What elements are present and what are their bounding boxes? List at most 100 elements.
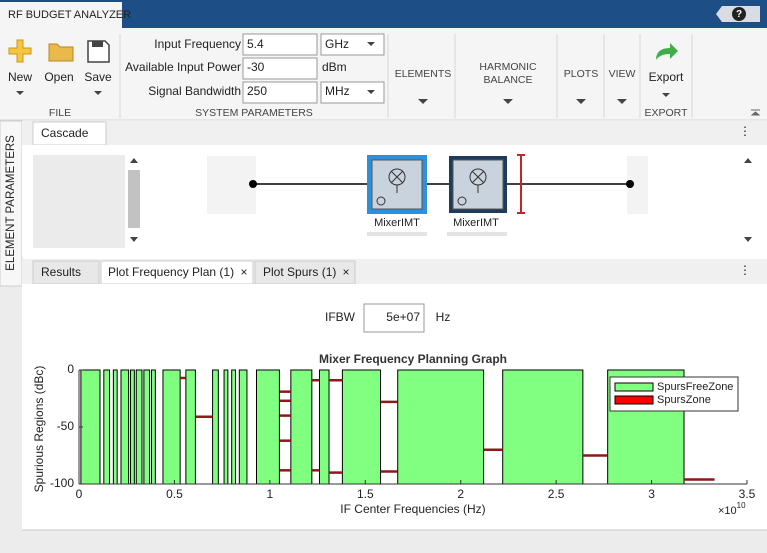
- spur-free-zone: [318, 369, 330, 485]
- spur-free-zone: [185, 369, 196, 485]
- dropdown-arrow[interactable]: [617, 99, 627, 104]
- multiplier-exponent: 10: [737, 501, 746, 510]
- mixer-symbol: [376, 196, 386, 206]
- ifbw-label: IFBW: [325, 310, 356, 324]
- spur-free-zone: [112, 369, 118, 485]
- mixer-symbol: [471, 170, 485, 193]
- scrollbar[interactable]: [128, 170, 140, 228]
- dropdown[interactable]: [320, 33, 385, 56]
- spur-free-zone: [212, 369, 219, 485]
- x-axis-label: IF Center Frequencies (Hz): [340, 502, 485, 516]
- legend-box: [609, 376, 739, 412]
- spur-free-zone: [162, 369, 181, 485]
- ifbw-input[interactable]: [363, 303, 425, 333]
- x-tick-label: 2.5: [548, 487, 565, 501]
- spur-free-zone: [103, 369, 111, 485]
- input-value: 250: [247, 84, 267, 98]
- export-icon: [656, 43, 678, 60]
- dropdown-arrow[interactable]: [503, 99, 513, 104]
- dropdown-arrow[interactable]: [16, 91, 24, 95]
- help-icon: ?: [736, 9, 742, 20]
- x-multiplier: ×1010: [718, 501, 746, 517]
- legend-label: SpursZone: [657, 394, 711, 406]
- y-tick-label: -100: [50, 476, 74, 490]
- ifbw-value: 5e+07: [386, 310, 420, 324]
- save-button[interactable]: Save: [84, 70, 112, 84]
- spur-free-zone: [223, 369, 229, 485]
- export-button[interactable]: Export: [649, 70, 684, 84]
- harmonic-balance-button[interactable]: HARMONIC: [479, 61, 537, 73]
- node: [626, 180, 634, 188]
- x-tick-label: 0: [76, 487, 83, 501]
- dropdown-arrow: [367, 90, 375, 94]
- spur-free-zone: [130, 369, 135, 485]
- input-value: 5.4: [247, 37, 264, 51]
- placeholder: [447, 232, 507, 236]
- mixer-symbol: [457, 196, 467, 206]
- menu-dots[interactable]: ⋮: [739, 124, 751, 138]
- elements-button[interactable]: ELEMENTS: [395, 68, 452, 80]
- spur-free-zone: [231, 369, 237, 485]
- unit: GHz: [325, 37, 349, 51]
- dropdown-arrow[interactable]: [662, 93, 670, 97]
- dropdown-arrow: [367, 42, 375, 46]
- element-preview: [33, 155, 125, 248]
- chart-title: Mixer Frequency Planning Graph: [319, 352, 507, 366]
- view-button[interactable]: VIEW: [609, 68, 636, 80]
- unit: MHz: [325, 84, 350, 98]
- collapse-button[interactable]: [750, 109, 761, 116]
- section-label: SYSTEM PARAMETERS: [195, 107, 313, 119]
- legend-swatch: [614, 395, 654, 405]
- spur-free-zone: [341, 369, 382, 485]
- save-icon-part: [92, 41, 103, 47]
- text-input[interactable]: [242, 33, 318, 56]
- node: [249, 180, 257, 188]
- dropdown-arrow[interactable]: [418, 99, 428, 104]
- mixer-symbol: [390, 170, 404, 193]
- x-tick-label: 2: [457, 487, 464, 501]
- input-port: [207, 156, 256, 214]
- spur-free-zone: [135, 369, 143, 485]
- app-tab[interactable]: [0, 2, 122, 28]
- spur-free-zone: [397, 369, 485, 485]
- tab-label: Cascade: [41, 126, 89, 140]
- tab-close[interactable]: ×: [342, 265, 349, 279]
- x-tick-label: 1: [267, 487, 274, 501]
- new-button[interactable]: New: [8, 70, 32, 84]
- text-input[interactable]: [242, 57, 318, 80]
- tab-close[interactable]: ×: [240, 265, 247, 279]
- element-label: MixerIMT: [374, 217, 420, 229]
- spur-free-zone: [120, 369, 130, 485]
- x-tick-label: 1.5: [357, 487, 374, 501]
- dropdown[interactable]: [320, 81, 385, 104]
- plots-button[interactable]: PLOTS: [564, 68, 598, 80]
- spur-free-zone: [80, 369, 101, 485]
- y-tick-label: 0: [67, 362, 74, 376]
- harmonic-balance-button[interactable]: BALANCE: [483, 74, 532, 86]
- section-label: FILE: [49, 107, 71, 119]
- dropdown-arrow[interactable]: [576, 99, 586, 104]
- tab-label: Plot Frequency Plan (1): [108, 265, 234, 279]
- chart: Mixer Frequency Planning Graph Spurious …: [32, 352, 755, 517]
- placeholder: [367, 232, 427, 236]
- element-label: MixerIMT: [453, 217, 499, 229]
- ifbw-unit: Hz: [436, 310, 451, 324]
- legend-swatch: [614, 382, 654, 392]
- open-button[interactable]: Open: [44, 70, 73, 84]
- dropdown-arrow[interactable]: [94, 91, 102, 95]
- spur-free-zone: [143, 369, 151, 485]
- x-tick-label: 3: [648, 487, 655, 501]
- help-button[interactable]: [732, 7, 746, 21]
- input-value: -30: [247, 60, 265, 74]
- tab-label: Plot Spurs (1): [263, 265, 336, 279]
- spur-free-zone: [255, 369, 280, 485]
- unit: dBm: [322, 60, 347, 74]
- menu-dots[interactable]: ⋮: [739, 263, 751, 277]
- y-axis-label: Spurious Regions (dBc): [32, 366, 46, 493]
- title-bar: [0, 0, 767, 28]
- text-input[interactable]: [242, 81, 318, 104]
- field-label: Signal Bandwidth: [148, 84, 241, 98]
- section-label: EXPORT: [645, 107, 689, 119]
